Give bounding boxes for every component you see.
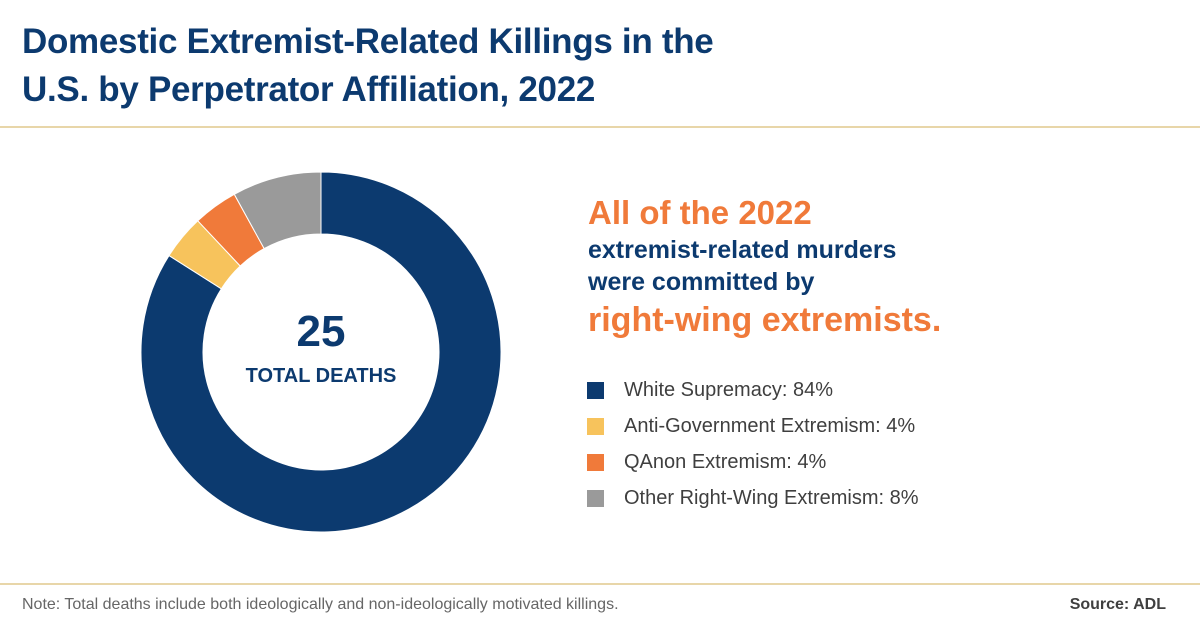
legend-label: Anti-Government Extremism: 4%: [624, 414, 916, 437]
legend-swatch-icon: [587, 453, 604, 471]
header-divider: [0, 126, 1200, 128]
footer-divider: [0, 583, 1200, 585]
legend-swatch-icon: [587, 489, 604, 507]
legend-label: Other Right-Wing Extremism: 8%: [624, 486, 919, 509]
total-deaths-label: TOTAL DEATHS: [245, 365, 397, 387]
legend-item-qanon: QAnon Extremism: 4%: [586, 444, 919, 480]
donut-chart-graphic: [141, 172, 501, 532]
total-deaths-value: 25: [296, 307, 346, 356]
title-line-1: Domestic Extremist-Related Killings in t…: [22, 22, 714, 61]
callout-line-2: extremist-related murders: [588, 236, 897, 264]
callout-line-3: were committed by: [588, 268, 815, 296]
donut-segment-other-right-wing-extremism: [233, 172, 322, 250]
legend-label: QAnon Extremism: 4%: [624, 450, 827, 473]
callout-line-4: right-wing extremists.: [588, 301, 942, 339]
legend-item-anti-government: Anti-Government Extremism: 4%: [586, 408, 919, 444]
key-finding-callout: All of the 2022 extremist-related murder…: [588, 192, 941, 342]
footnote: Note: Total deaths include both ideologi…: [22, 596, 619, 613]
source-credit: Source: ADL: [1069, 596, 1166, 613]
chart-title: Domestic Extremist-Related Killings in t…: [22, 18, 714, 114]
legend-item-white-supremacy: White Supremacy: 84%: [586, 372, 919, 408]
legend-swatch-icon: [587, 381, 604, 399]
title-line-2: U.S. by Perpetrator Affiliation, 2022: [22, 70, 596, 109]
legend-swatch-icon: [587, 417, 604, 435]
chart-legend: White Supremacy: 84% Anti-Government Ext…: [586, 372, 919, 516]
donut-segment-white-supremacy: [141, 172, 501, 532]
callout-line-1: All of the 2022: [588, 194, 812, 231]
legend-item-other-right-wing: Other Right-Wing Extremism: 8%: [586, 480, 919, 516]
donut-chart: 25 TOTAL DEATHS: [141, 172, 501, 532]
legend-label: White Supremacy: 84%: [624, 378, 833, 401]
